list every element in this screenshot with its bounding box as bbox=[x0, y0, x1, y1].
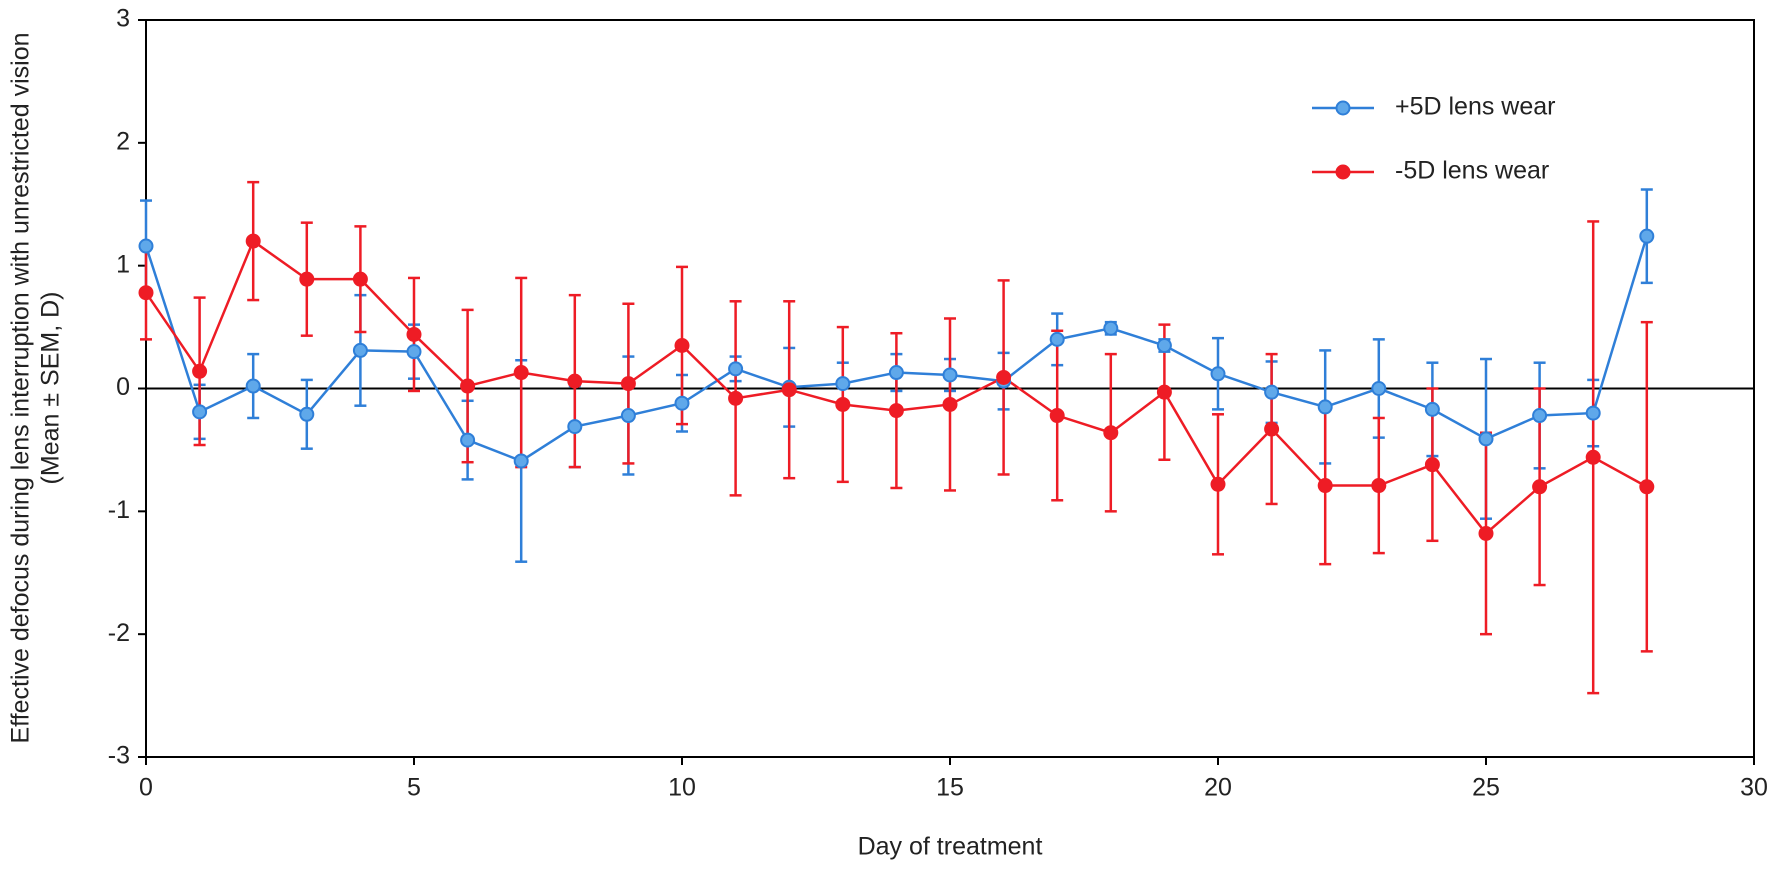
legend-marker bbox=[1335, 100, 1351, 116]
data-point bbox=[1639, 228, 1655, 244]
data-point bbox=[1639, 479, 1655, 495]
data-point bbox=[1049, 408, 1065, 424]
y-axis-label: (Mean ± SEM, D) bbox=[37, 292, 65, 485]
x-tick-label: 5 bbox=[407, 774, 421, 802]
x-tick-label: 0 bbox=[139, 774, 153, 802]
data-point bbox=[1371, 478, 1387, 494]
data-point bbox=[567, 419, 583, 435]
data-point bbox=[888, 403, 904, 419]
data-point bbox=[728, 361, 744, 377]
data-point bbox=[352, 342, 368, 358]
data-point bbox=[406, 326, 422, 342]
data-point bbox=[942, 396, 958, 412]
data-point bbox=[1317, 399, 1333, 415]
data-point bbox=[192, 404, 208, 420]
data-point bbox=[728, 390, 744, 406]
data-point bbox=[1424, 457, 1440, 473]
data-point bbox=[513, 453, 529, 469]
data-point bbox=[1478, 431, 1494, 447]
data-point bbox=[460, 378, 476, 394]
y-tick-label: 2 bbox=[116, 127, 130, 155]
data-point bbox=[1585, 405, 1601, 421]
data-point bbox=[835, 376, 851, 392]
data-point bbox=[996, 369, 1012, 385]
data-point bbox=[245, 233, 261, 249]
data-point bbox=[1424, 401, 1440, 417]
x-axis-label: Day of treatment bbox=[858, 833, 1043, 861]
data-point bbox=[1264, 384, 1280, 400]
data-point bbox=[674, 338, 690, 354]
data-point bbox=[1585, 449, 1601, 465]
data-point bbox=[352, 271, 368, 287]
data-point bbox=[1210, 476, 1226, 492]
data-point bbox=[138, 238, 154, 254]
data-point bbox=[1103, 320, 1119, 336]
y-tick-label: -1 bbox=[108, 496, 130, 524]
y-tick-label: 1 bbox=[116, 250, 130, 278]
data-point bbox=[138, 285, 154, 301]
data-point bbox=[620, 408, 636, 424]
data-point bbox=[245, 378, 261, 394]
data-point bbox=[567, 373, 583, 389]
data-point bbox=[942, 367, 958, 383]
data-point bbox=[1532, 479, 1548, 495]
data-point bbox=[1371, 381, 1387, 396]
x-tick-label: 30 bbox=[1740, 774, 1768, 802]
data-point bbox=[299, 406, 315, 422]
data-point bbox=[1532, 408, 1548, 424]
data-point bbox=[1264, 421, 1280, 437]
data-point bbox=[406, 344, 422, 360]
data-point bbox=[620, 376, 636, 392]
legend-label: -5D lens wear bbox=[1395, 157, 1549, 185]
data-point bbox=[888, 365, 904, 381]
data-point bbox=[781, 382, 797, 398]
data-point bbox=[1478, 525, 1494, 541]
data-point bbox=[460, 432, 476, 448]
data-point bbox=[1156, 384, 1172, 400]
data-point bbox=[1317, 478, 1333, 494]
data-point bbox=[1103, 425, 1119, 441]
y-tick-label: 3 bbox=[116, 5, 130, 33]
data-point bbox=[192, 363, 208, 379]
x-tick-label: 10 bbox=[668, 774, 696, 802]
data-point bbox=[513, 365, 529, 381]
y-tick-label: -2 bbox=[108, 619, 130, 647]
x-tick-label: 20 bbox=[1204, 774, 1232, 802]
y-tick-label: 0 bbox=[116, 373, 130, 401]
data-point bbox=[1156, 338, 1172, 354]
x-tick-label: 25 bbox=[1472, 774, 1500, 802]
data-point bbox=[1210, 366, 1226, 382]
data-point bbox=[835, 396, 851, 412]
data-point bbox=[674, 395, 690, 411]
data-point bbox=[1049, 331, 1065, 347]
data-point bbox=[299, 271, 315, 287]
legend-marker bbox=[1335, 164, 1351, 180]
legend-label: +5D lens wear bbox=[1395, 93, 1556, 121]
y-axis-label: Effective defocus during lens interrupti… bbox=[7, 32, 35, 743]
y-tick-label: -3 bbox=[108, 742, 130, 770]
x-tick-label: 15 bbox=[936, 774, 964, 802]
